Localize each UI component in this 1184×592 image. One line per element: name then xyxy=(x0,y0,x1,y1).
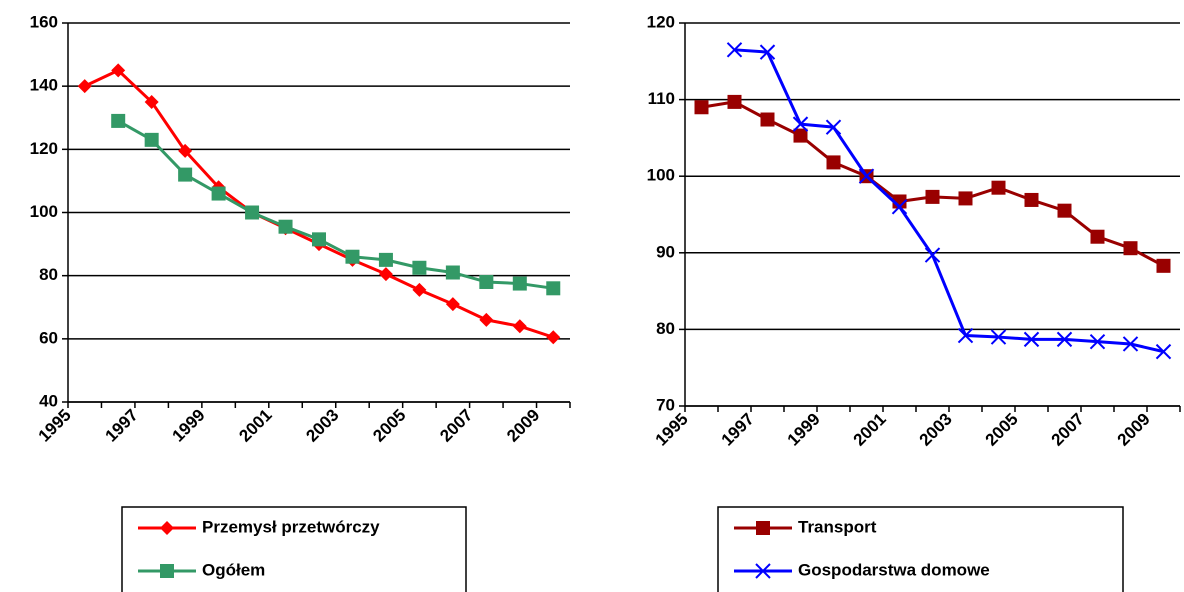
x-tick-label: 2009 xyxy=(503,405,543,445)
marker xyxy=(958,191,973,206)
marker xyxy=(512,276,527,291)
x-tick-label: 1995 xyxy=(652,409,692,449)
y-tick-label: 60 xyxy=(39,328,58,347)
marker xyxy=(546,281,561,296)
marker xyxy=(111,113,126,128)
y-tick-label: 100 xyxy=(647,166,675,185)
marker xyxy=(694,100,709,115)
legend-marker xyxy=(756,521,770,535)
x-tick-label: 2005 xyxy=(982,409,1022,449)
y-tick-label: 120 xyxy=(30,139,58,158)
legend-marker xyxy=(755,563,771,579)
marker xyxy=(924,247,941,263)
marker xyxy=(1090,229,1105,244)
marker xyxy=(378,252,393,267)
marker xyxy=(178,143,193,158)
marker xyxy=(727,94,742,109)
marker xyxy=(990,329,1007,345)
y-tick-label: 90 xyxy=(656,242,675,261)
legend-label: Gospodarstwa domowe xyxy=(798,560,990,579)
marker xyxy=(1024,192,1039,207)
marker xyxy=(793,128,808,143)
y-tick-label: 80 xyxy=(39,265,58,284)
marker xyxy=(245,205,260,220)
y-tick-label: 70 xyxy=(656,395,675,414)
y-tick-label: 40 xyxy=(39,391,58,410)
marker xyxy=(144,132,159,147)
marker xyxy=(891,199,908,215)
x-tick-label: 1999 xyxy=(169,405,209,445)
marker xyxy=(1122,336,1139,352)
y-tick-label: 160 xyxy=(30,12,58,31)
legend-label: Przemysł przetwórczy xyxy=(202,517,380,536)
marker xyxy=(278,219,293,234)
marker xyxy=(412,260,427,275)
series-line xyxy=(734,48,1164,354)
marker xyxy=(111,63,126,78)
x-tick-label: 2003 xyxy=(302,405,342,445)
x-tick-label: 2001 xyxy=(235,405,275,445)
marker xyxy=(825,119,842,135)
x-tick-label: 2005 xyxy=(369,405,409,445)
legend-marker xyxy=(160,521,174,535)
marker xyxy=(925,189,940,204)
legend-marker xyxy=(160,564,174,578)
legend-box xyxy=(121,506,467,592)
marker xyxy=(211,186,226,201)
legend-box xyxy=(717,506,1124,592)
x-tick-label: 1997 xyxy=(718,409,758,449)
marker xyxy=(378,267,393,282)
y-tick-label: 140 xyxy=(30,76,58,95)
y-tick-label: 110 xyxy=(648,89,675,108)
y-tick-label: 80 xyxy=(656,319,675,338)
marker xyxy=(726,42,743,58)
legend-label: Transport xyxy=(798,517,877,536)
marker xyxy=(178,167,193,182)
y-tick-label: 120 xyxy=(647,12,675,31)
legend-label: Ogółem xyxy=(202,560,265,579)
series-line xyxy=(84,68,554,339)
marker xyxy=(1057,203,1072,218)
marker xyxy=(1056,331,1073,348)
marker xyxy=(77,79,92,94)
marker xyxy=(957,327,974,344)
x-tick-label: 1999 xyxy=(784,409,824,449)
marker xyxy=(760,112,775,127)
x-tick-label: 1995 xyxy=(35,405,75,445)
marker xyxy=(826,155,841,170)
x-tick-label: 2009 xyxy=(1114,409,1154,449)
marker xyxy=(479,312,494,327)
marker xyxy=(991,180,1006,195)
x-tick-label: 2003 xyxy=(916,409,956,449)
marker xyxy=(445,297,460,312)
marker xyxy=(759,44,776,60)
marker xyxy=(479,274,494,289)
x-tick-label: 2007 xyxy=(436,405,476,445)
marker xyxy=(512,319,527,334)
marker xyxy=(1123,241,1138,256)
marker xyxy=(1155,343,1172,360)
marker xyxy=(412,282,427,297)
x-tick-label: 2007 xyxy=(1048,409,1088,449)
marker xyxy=(858,168,875,184)
marker xyxy=(1023,331,1040,348)
marker xyxy=(792,116,809,132)
marker xyxy=(144,94,159,109)
marker xyxy=(312,232,326,247)
x-tick-label: 1997 xyxy=(102,405,142,445)
y-tick-label: 100 xyxy=(30,202,58,221)
marker xyxy=(345,249,360,264)
marker xyxy=(1089,333,1106,350)
marker xyxy=(445,265,460,280)
marker xyxy=(1156,258,1171,273)
x-tick-label: 2001 xyxy=(850,409,890,449)
marker xyxy=(546,330,561,345)
